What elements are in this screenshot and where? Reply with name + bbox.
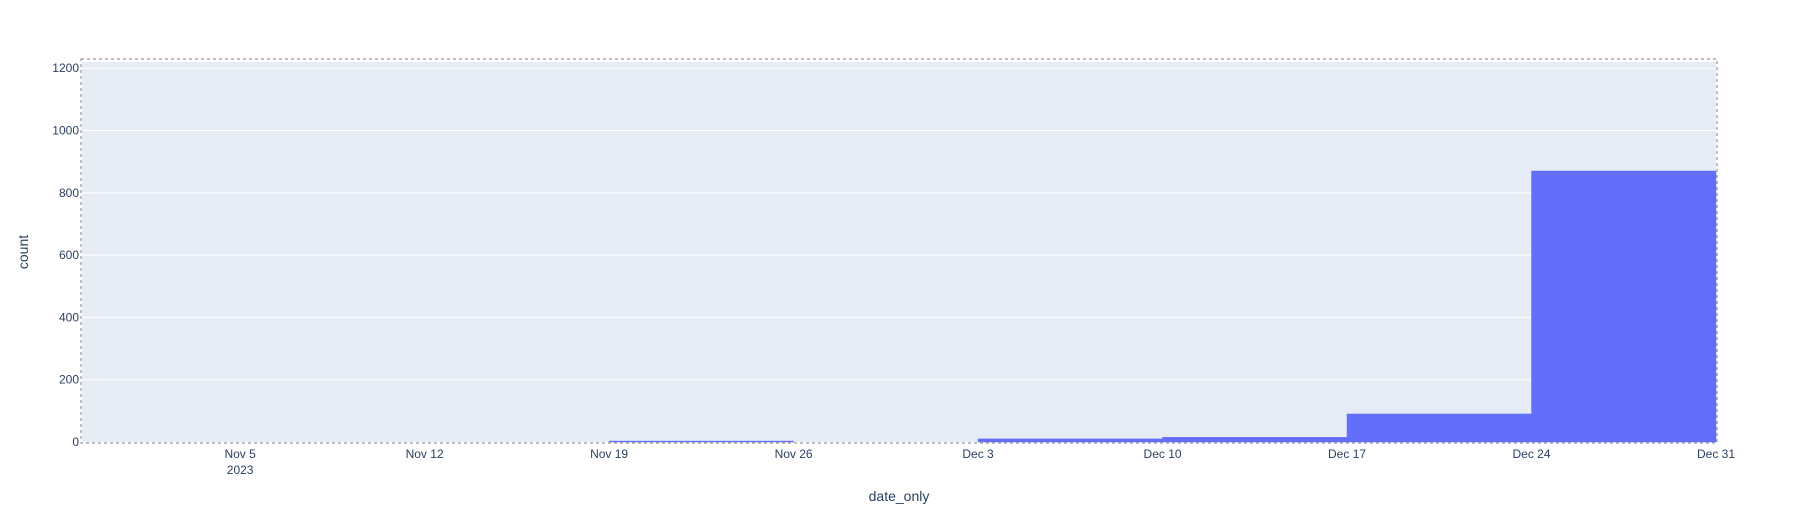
x-axis-ticks: Nov 5 2023 Nov 12 Nov 19 Nov 26 Dec 3 Dec 10 De… (224, 447, 1735, 477)
y-tick-label: 600 (59, 248, 79, 262)
x-tick-label: Dec 17 (1328, 447, 1366, 461)
y-tick-label: 1200 (52, 61, 79, 75)
gridlines (82, 67, 1716, 381)
x-tick-sublabel: 2023 (227, 463, 254, 477)
histogram-bar[interactable] (1162, 437, 1348, 443)
x-tick-label: Nov 19 (590, 447, 628, 461)
y-tick-label: 800 (59, 186, 79, 200)
selection-box (80, 58, 1718, 444)
x-tick-label: Dec 24 (1513, 447, 1551, 461)
x-tick-label: Dec 10 (1144, 447, 1182, 461)
y-axis-ticks: 0 200 400 600 800 1000 1200 (52, 61, 79, 449)
histogram-bar[interactable] (608, 440, 794, 443)
y-axis-title: count (15, 235, 31, 269)
y-tick-label: 200 (59, 373, 79, 387)
y-tick-label: 400 (59, 310, 79, 324)
plot-background[interactable] (82, 62, 1716, 442)
x-tick-label: Dec 31 (1697, 447, 1735, 461)
y-tick-label: 0 (72, 435, 79, 449)
histogram-bar[interactable] (1346, 413, 1532, 443)
bars (608, 170, 1717, 443)
histogram-bar[interactable] (1531, 170, 1717, 443)
x-axis-title: date_only (869, 488, 930, 504)
y-tick-label: 1000 (52, 124, 79, 138)
x-tick-label: Nov 26 (775, 447, 813, 461)
x-tick-label: Nov 12 (406, 447, 444, 461)
x-tick-label: Nov 5 (224, 447, 256, 461)
histogram-bar[interactable] (977, 438, 1163, 443)
x-tick-label: Dec 3 (962, 447, 994, 461)
